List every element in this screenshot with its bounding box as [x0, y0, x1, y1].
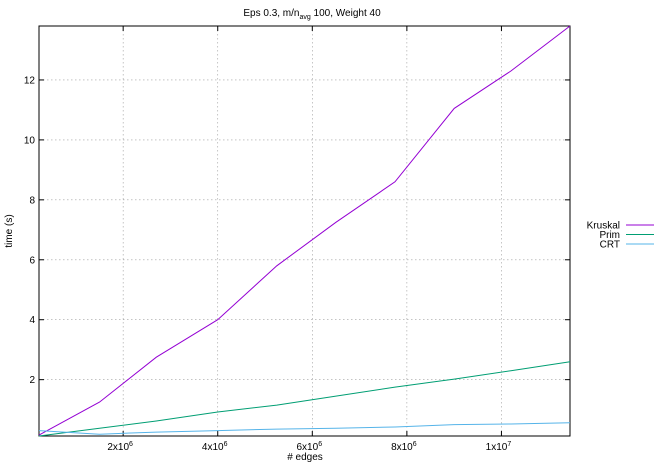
y-axis-label: time (s) [4, 214, 15, 247]
y-tick-label: 6 [29, 255, 35, 266]
x-tick-label: 6x106 [297, 441, 323, 453]
series-line-crt [38, 422, 571, 435]
series-line-kruskal [38, 25, 571, 436]
x-tick-label: 2x106 [107, 441, 133, 453]
y-tick-label: 12 [24, 75, 36, 86]
y-tick-label: 2 [29, 375, 35, 386]
chart-title: Eps 0.3, m/navg 100, Weight 40 [243, 8, 381, 21]
y-tick-label: 8 [29, 195, 35, 206]
x-tick-label: 8x106 [391, 441, 417, 453]
grid [39, 26, 570, 436]
legend-label-crt: CRT [600, 240, 620, 251]
plot-frame [38, 25, 571, 437]
series-line-prim [38, 361, 571, 437]
y-tick-label: 4 [29, 315, 35, 326]
legend-label-prim: Prim [599, 230, 620, 241]
x-tick-label: 4x106 [202, 441, 228, 453]
x-tick-label: 1x107 [486, 441, 512, 453]
y-tick-label: 10 [24, 135, 36, 146]
series-lines [38, 25, 571, 437]
legend-label-kruskal: Kruskal [587, 221, 620, 232]
x-axis-label: # edges [287, 452, 323, 463]
axis-ticks: 2 4 6 8 10 12 2x106 4x106 6x106 8x106 1x107 [24, 26, 570, 453]
